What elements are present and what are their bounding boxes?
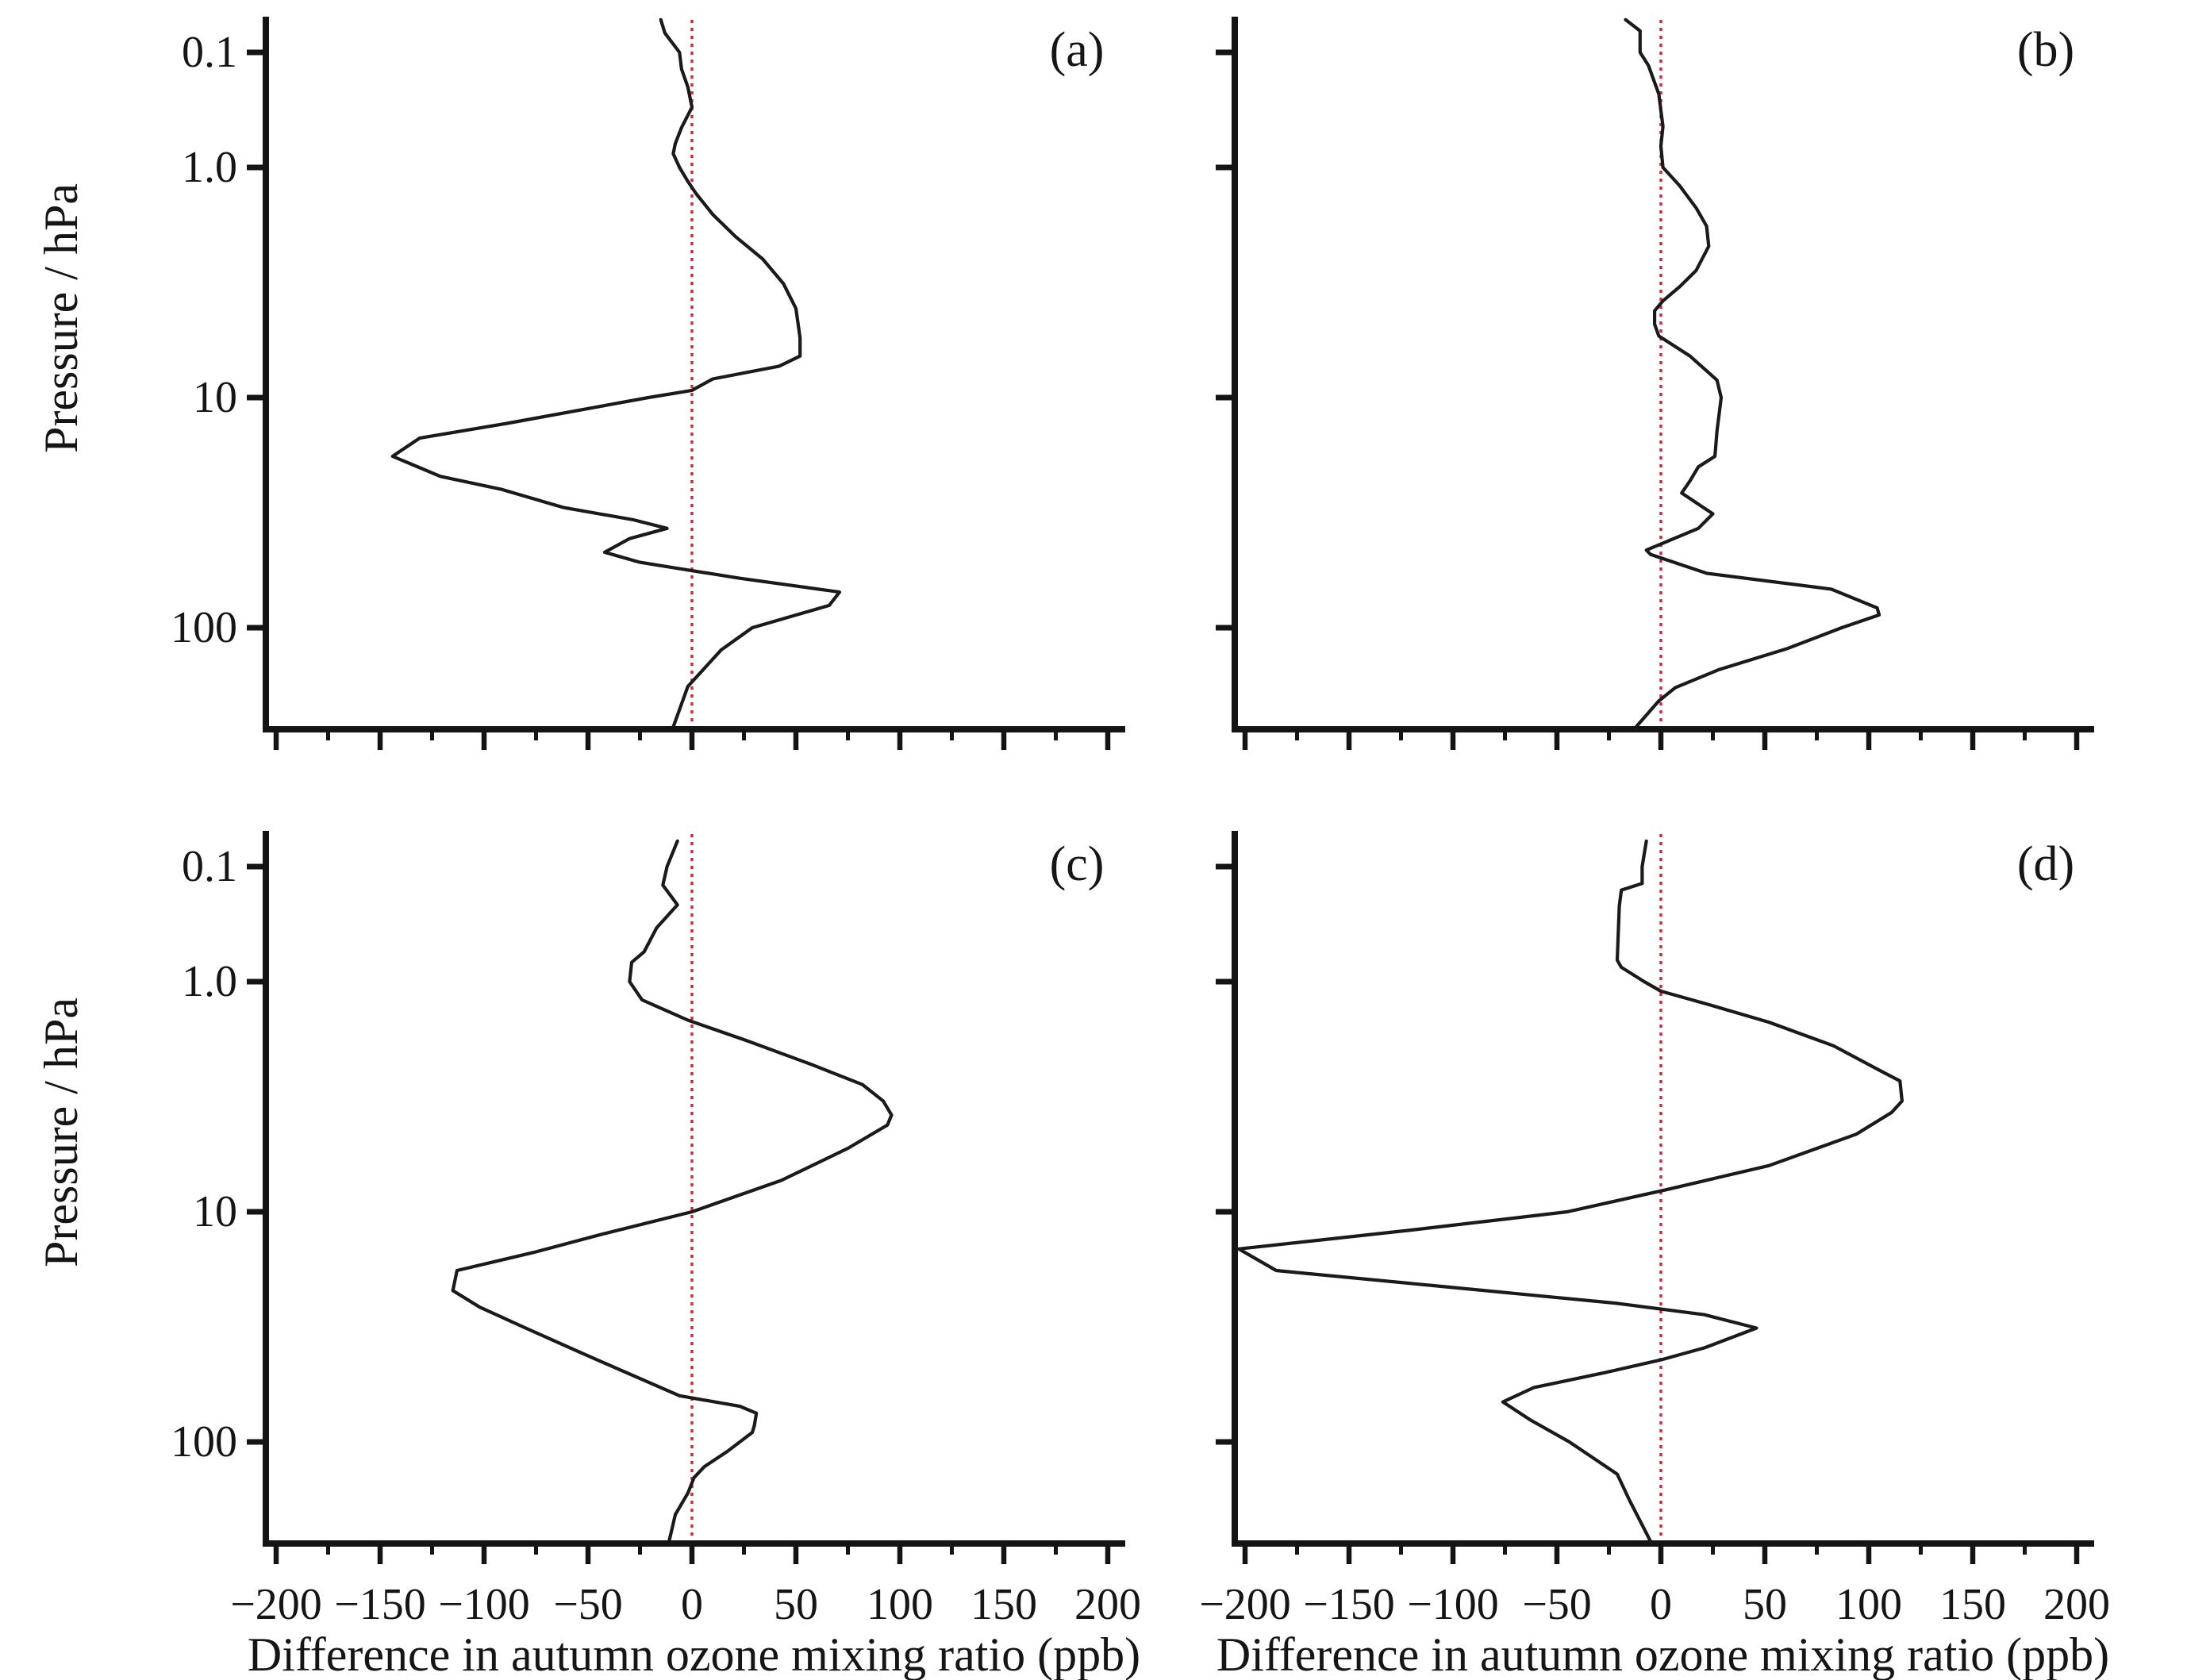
- panel-letter: (d): [2017, 837, 2074, 891]
- panel-b: (b): [1216, 17, 2094, 750]
- axis-frame: [1232, 17, 2094, 732]
- axis-frame: [263, 17, 1125, 732]
- x-tick-label: 50: [1743, 1580, 1787, 1629]
- y-tick-label: 1.0: [182, 143, 237, 192]
- axis-frame: [1232, 831, 2094, 1547]
- x-tick-label: −50: [553, 1580, 623, 1629]
- x-tick-label: 100: [867, 1580, 933, 1629]
- panel-d: −200 −150 −100 −50 0 50 100 150 200 (d) Difference…: [1199, 831, 2110, 1680]
- panel-letter: (c): [1050, 837, 1105, 891]
- profile-curve: [1624, 17, 1881, 729]
- y-tick-label: 0.1: [182, 28, 237, 77]
- y-tick-label: 10: [193, 373, 237, 422]
- x-tick-label: 50: [774, 1580, 818, 1629]
- x-tick-label: −150: [1303, 1580, 1395, 1629]
- profile-curve: [451, 839, 894, 1544]
- x-tick-label: −200: [1199, 1580, 1291, 1629]
- y-tick-label: 0.1: [182, 842, 237, 891]
- x-axis-title: Difference in autumn ozone mixing ratio …: [248, 1628, 1140, 1680]
- panel-letter: (b): [2017, 23, 2074, 77]
- x-tick-label: 100: [1835, 1580, 1902, 1629]
- axis-frame: [263, 831, 1125, 1547]
- x-tick-label: −50: [1522, 1580, 1592, 1629]
- x-tick-label: −200: [230, 1580, 322, 1629]
- panel-letter: (a): [1050, 23, 1105, 77]
- x-axis-title: Difference in autumn ozone mixing ratio …: [1216, 1628, 2109, 1680]
- x-tick-label: 0: [681, 1580, 703, 1629]
- y-tick-label: 100: [171, 1417, 237, 1467]
- x-tick-label: 200: [1074, 1580, 1141, 1629]
- x-tick-label: −100: [1407, 1580, 1499, 1629]
- x-tick-label: 150: [1939, 1580, 2006, 1629]
- y-tick-label: 1.0: [182, 957, 237, 1006]
- profile-curve: [390, 17, 842, 729]
- profile-curve: [1237, 839, 1904, 1544]
- x-tick-label: −150: [334, 1580, 426, 1629]
- x-tick-label: −100: [438, 1580, 530, 1629]
- y-axis-title: Pressure / hPa: [35, 183, 87, 453]
- y-tick-label: 10: [193, 1187, 237, 1236]
- x-tick-label: 150: [971, 1580, 1037, 1629]
- x-tick-label: 0: [1650, 1580, 1672, 1629]
- y-axis-title: Pressure / hPa: [35, 998, 87, 1267]
- panel-c: 0.1 1.0 10 100 −200 −150 −100 −50 0 50 100 150 200 (c…: [35, 831, 1141, 1680]
- y-tick-label: 100: [171, 603, 237, 652]
- panel-a: 0.1 1.0 10 100 (a) Pressure / hPa: [35, 17, 1125, 750]
- x-tick-label: 200: [2043, 1580, 2110, 1629]
